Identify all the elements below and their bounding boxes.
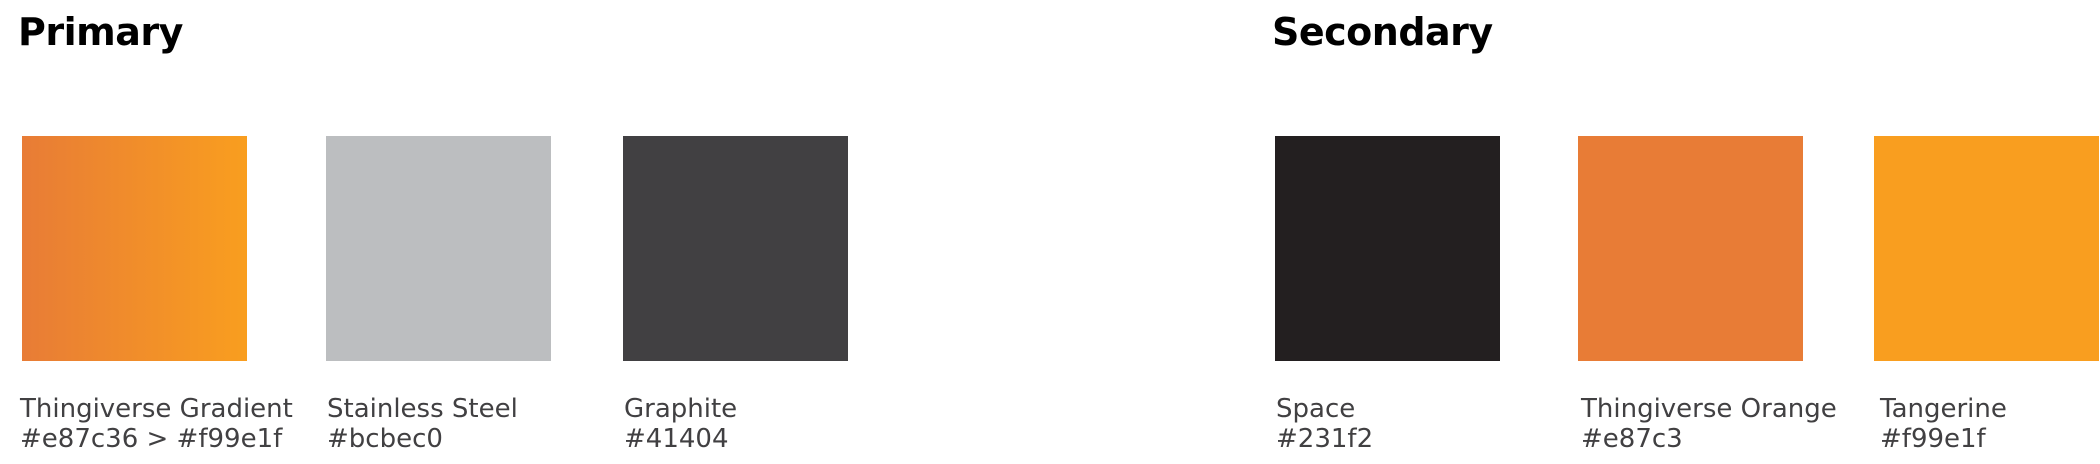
swatch-name: Graphite [624, 394, 738, 424]
label-graphite: Graphite #41404 [624, 394, 737, 454]
label-thingiverse-orange: Thingiverse Orange #e87c3 [1581, 394, 1837, 454]
swatch-space [1275, 136, 1500, 361]
swatch-thingiverse-orange [1578, 136, 1803, 361]
swatch-name: Thingiverse Orange [1581, 394, 1837, 424]
secondary-section-title: Secondary [1272, 10, 1493, 54]
label-tangerine: Tangerine #f99e1f [1880, 394, 2007, 454]
swatch-tangerine [1874, 136, 2099, 361]
swatch-name: Space [1276, 394, 1356, 424]
primary-section-title: Primary [18, 10, 183, 54]
swatch-hex: #e87c36 > #f99e1f [20, 424, 283, 454]
swatch-hex: #231f2 [1276, 424, 1374, 454]
swatch-hex: #41404 [624, 424, 729, 454]
swatch-graphite [623, 136, 848, 361]
swatch-thingiverse-gradient [22, 136, 247, 361]
swatch-hex: #bcbec0 [327, 424, 443, 454]
swatch-hex: #f99e1f [1880, 424, 1986, 454]
label-thingiverse-gradient: Thingiverse Gradient #e87c36 > #f99e1f [20, 394, 293, 454]
swatch-hex: #e87c3 [1581, 424, 1683, 454]
label-stainless-steel: Stainless Steel #bcbec0 [327, 394, 518, 454]
swatch-stainless-steel [326, 136, 551, 361]
swatch-name: Stainless Steel [327, 394, 518, 424]
swatch-name: Tangerine [1880, 394, 2007, 424]
swatch-name: Thingiverse Gradient [20, 394, 293, 424]
label-space: Space #231f2 [1276, 394, 1373, 454]
